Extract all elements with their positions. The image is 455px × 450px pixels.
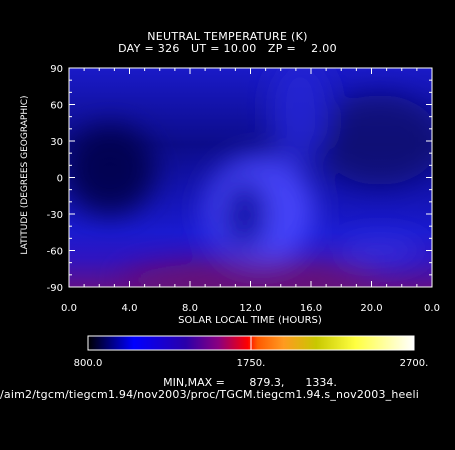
heatmap-features xyxy=(69,68,432,287)
y-tick-label: 60 xyxy=(50,101,63,112)
heatmap-blob xyxy=(270,68,330,165)
y-tick-label: 90 xyxy=(50,64,63,75)
heatmap-blob xyxy=(120,262,380,287)
chart-title: NEUTRAL TEMPERATURE (K) xyxy=(147,30,308,43)
minmax-label: MIN,MAX = 879.3, 1334. xyxy=(163,376,337,389)
colorbar-tick-label: 800.0 xyxy=(74,358,103,369)
x-tick-label: 20.0 xyxy=(360,303,382,314)
heatmap-blob xyxy=(223,180,267,250)
heatmap-blob xyxy=(320,95,432,185)
x-tick-label: 4.0 xyxy=(122,303,138,314)
heatmap-blob xyxy=(69,125,155,215)
y-tick-label: -90 xyxy=(47,283,63,294)
colorbar-tick-label: 2700. xyxy=(400,358,429,369)
x-tick-label: 0.0 xyxy=(61,303,77,314)
x-tick-label: 12.0 xyxy=(239,303,261,314)
x-axis-label: SOLAR LOCAL TIME (HOURS) xyxy=(178,315,322,326)
chart-subtitle: DAY = 326 UT = 10.00 ZP = 2.00 xyxy=(118,42,337,55)
y-tick-label: -60 xyxy=(47,247,63,258)
source-path: /aim2/tgcm/tiegcm1.94/nov2003/proc/TGCM.… xyxy=(0,388,419,401)
y-axis-label: LATITUDE (DEGREES GEOGRAPHIC) xyxy=(20,95,30,255)
y-tick-label: -30 xyxy=(47,210,63,221)
x-tick-label: 0.0 xyxy=(424,303,440,314)
y-tick-label: 0 xyxy=(57,174,63,185)
x-tick-label: 8.0 xyxy=(182,303,198,314)
heatmap-blob xyxy=(335,238,425,262)
colorbar-tick-label: 1750. xyxy=(237,358,266,369)
y-tick-label: 30 xyxy=(50,137,63,148)
x-tick-label: 16.0 xyxy=(300,303,322,314)
